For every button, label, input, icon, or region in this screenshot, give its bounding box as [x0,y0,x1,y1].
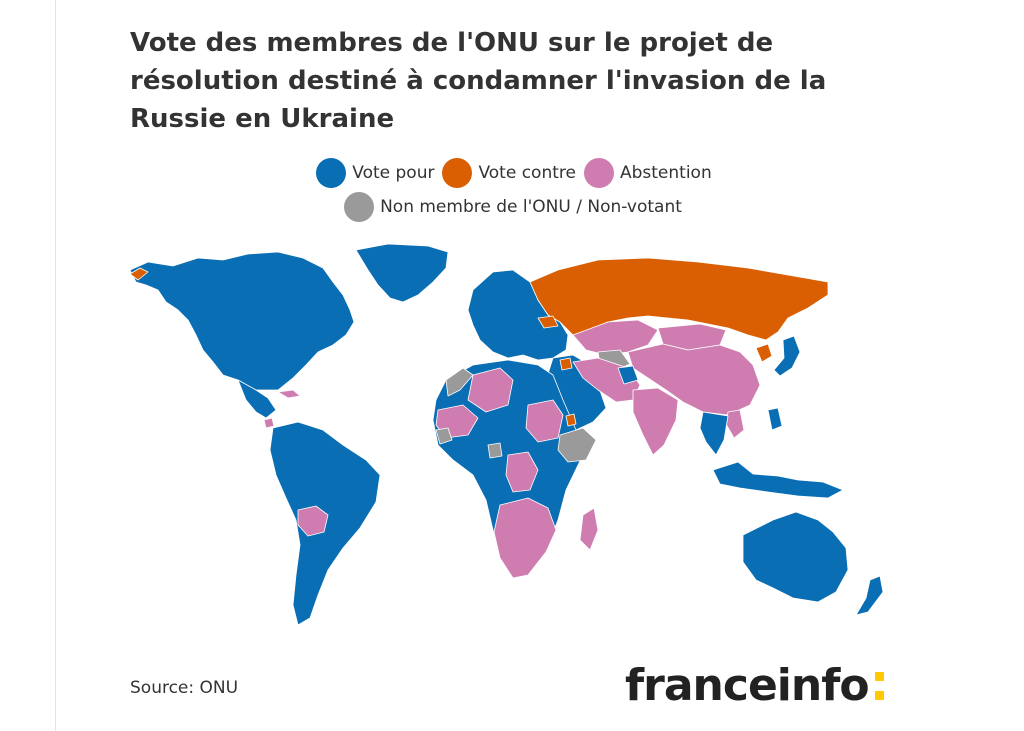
legend-label-abstention: Abstention [619,163,712,183]
legend-item-non-membre: Non membre de l'ONU / Non-votant [344,192,682,222]
legend-label-non-membre: Non membre de l'ONU / Non-votant [380,197,682,217]
legend-label-vote-contre: Vote contre [478,163,576,183]
region-philippines [767,407,783,431]
legend-item-abstention: Abstention [583,158,712,188]
region-vietnam-laos [725,409,745,439]
region-india [632,387,679,456]
region-burkina-guinea [435,427,453,445]
legend-swatch-non-membre [344,192,375,222]
region-southern-africa [493,497,557,579]
logo-colon-icon [874,671,884,700]
legend-swatch-vote-pour [316,158,347,188]
region-indonesia-png [712,461,844,499]
region-afghanistan [617,365,639,385]
franceinfo-logo: franceinfo [625,660,884,711]
region-europe [467,269,569,361]
region-new-zealand [855,575,884,616]
region-north-korea [755,343,773,363]
world-map [129,243,884,626]
legend: Vote pour Vote contre Abstention Non mem… [0,156,1024,224]
region-japan-korea [773,335,801,377]
region-central-africa [505,451,539,493]
legend-item-vote-pour: Vote pour [316,158,434,188]
region-sudan [525,399,564,443]
region-algeria [467,367,514,413]
legend-row: Non membre de l'ONU / Non-votant [0,190,1024,224]
region-eritrea [565,413,577,427]
legend-swatch-abstention [583,158,614,188]
region-australia-nz [742,511,849,603]
region-russia-east-tip [129,267,149,281]
region-morocco [445,367,474,397]
region-cuba [277,389,301,399]
legend-row: Vote pour Vote contre Abstention [0,156,1024,190]
page-divider [55,0,56,731]
region-southeast-asia [699,411,729,456]
logo-text: franceinfo [625,660,870,711]
region-belarus [537,315,559,329]
legend-swatch-vote-contre [442,158,473,188]
source-note: Source: ONU [130,678,239,698]
legend-item-vote-contre: Vote contre [442,158,576,188]
region-kazakhstan-central-asia [572,319,659,356]
region-north-america [129,251,355,391]
region-cameroon [487,442,503,459]
region-ethiopia [557,427,597,463]
region-greenland [355,243,449,303]
region-central-america-caribbean [237,379,277,419]
region-syria [559,357,573,371]
region-bolivia [297,505,329,537]
region-nicaragua [263,417,275,429]
legend-label-vote-pour: Vote pour [352,163,435,183]
region-madagascar [579,507,599,551]
chart-title: Vote des membres de l'ONU sur le projet … [130,28,827,134]
region-china [627,343,761,416]
